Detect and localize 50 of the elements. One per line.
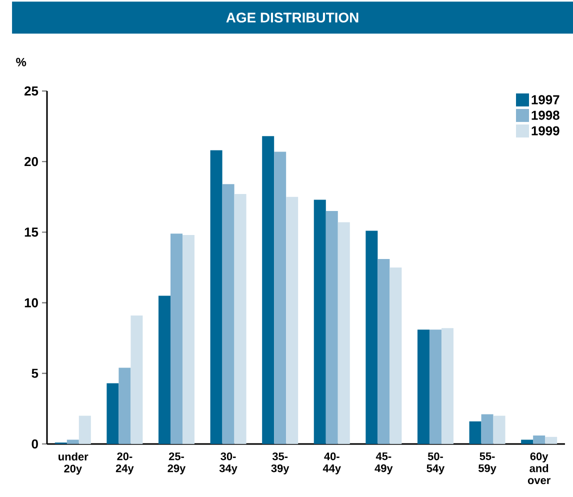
- bar: [338, 222, 350, 444]
- bar: [234, 194, 246, 444]
- chart-title: AGE DISTRIBUTION: [226, 12, 358, 23]
- x-tick-label: 35-39y: [271, 452, 290, 474]
- y-tick-label: 25: [24, 86, 38, 96]
- x-tick-label: 55-59y: [478, 452, 496, 474]
- bar: [521, 440, 534, 444]
- x-tick-label: 40-44y: [322, 452, 341, 474]
- bar: [533, 436, 546, 444]
- bar: [262, 136, 274, 444]
- y-tick-label: 0: [32, 439, 38, 449]
- bar: [274, 152, 286, 444]
- bar: [390, 267, 402, 444]
- bar: [378, 259, 390, 444]
- bar: [493, 416, 506, 444]
- bar: [106, 383, 119, 444]
- x-tick-label: 30-34y: [219, 452, 238, 474]
- bar: [314, 200, 326, 444]
- bar: [170, 234, 182, 444]
- bar: [158, 296, 170, 444]
- legend-label: 1997: [532, 95, 560, 104]
- y-tick-label: 10: [24, 298, 38, 308]
- bar: [366, 230, 378, 444]
- bar: [118, 368, 131, 444]
- bar: [182, 235, 194, 444]
- y-tick-label: 20: [24, 157, 38, 166]
- bar: [429, 330, 442, 444]
- bar: [469, 421, 482, 444]
- x-tick-label: 50-54y: [426, 452, 445, 474]
- legend-label: 1999: [532, 126, 560, 136]
- bar: [222, 184, 234, 444]
- x-tick-label: 25-29y: [168, 452, 186, 474]
- x-tick-label: 45-49y: [374, 452, 393, 474]
- y-axis-title: %: [16, 58, 26, 66]
- x-tick-label: 20-24y: [116, 452, 134, 474]
- bar: [441, 328, 454, 444]
- bar: [326, 211, 338, 444]
- y-tick-label: 15: [24, 228, 38, 237]
- legend-label: 1998: [532, 110, 560, 120]
- bar: [481, 414, 494, 444]
- bar: [545, 436, 558, 444]
- x-tick-label: 60y and over: [528, 452, 550, 484]
- bar: [66, 440, 79, 444]
- x-tick-label: under 20y: [58, 452, 88, 475]
- bar: [130, 315, 143, 444]
- bar: [78, 416, 91, 444]
- bar: [417, 330, 430, 444]
- bar: [286, 196, 298, 444]
- y-tick-label: 5: [32, 368, 38, 378]
- bar: [210, 150, 222, 444]
